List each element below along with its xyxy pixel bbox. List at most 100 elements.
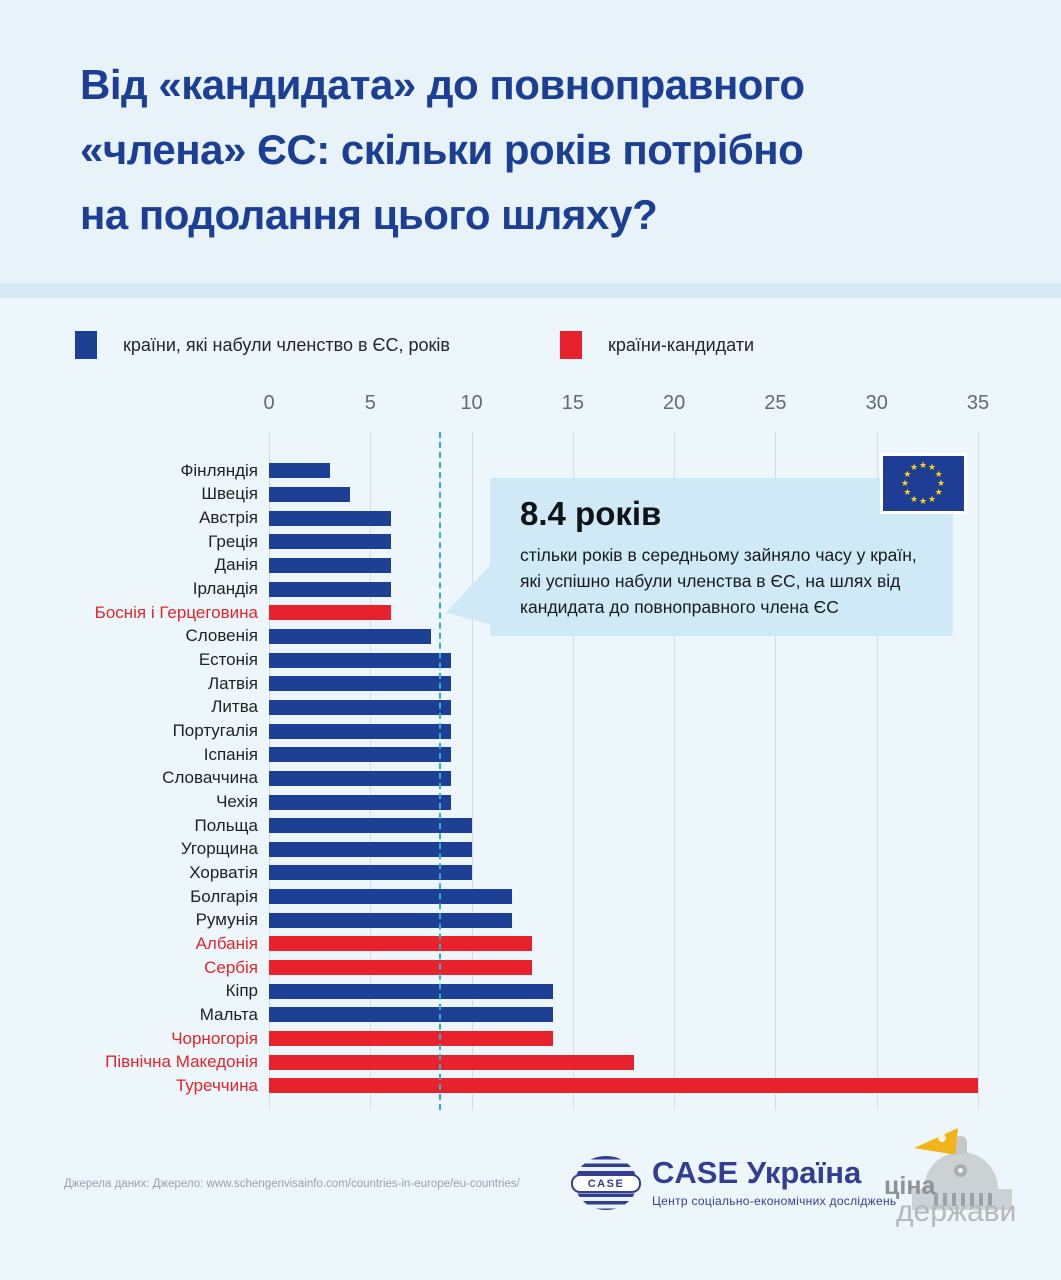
- bar-candidate: [269, 960, 533, 976]
- bar-track: [269, 483, 978, 507]
- bar-track: [269, 554, 978, 578]
- bar-row: Данія: [60, 554, 978, 578]
- country-label: Словенія: [185, 626, 258, 646]
- case-badge: CASE: [571, 1174, 641, 1193]
- bar-track: [269, 1003, 978, 1027]
- parliament-cupola-icon: [954, 1136, 967, 1154]
- legend-swatch-members: [75, 331, 97, 359]
- country-label: Словаччина: [162, 768, 258, 788]
- price-logo-word2: держави: [896, 1195, 1017, 1228]
- bar-row: Угорщина: [60, 838, 978, 862]
- bar-row: Швеція: [60, 483, 978, 507]
- bar-track: [269, 625, 978, 649]
- bar-row: Польща: [60, 814, 978, 838]
- bar-member: [269, 889, 513, 905]
- bar-member: [269, 818, 472, 834]
- bar-track: [269, 672, 978, 696]
- bar-row: Естонія: [60, 648, 978, 672]
- bar-row: Ірландія: [60, 577, 978, 601]
- country-label: Швеція: [201, 484, 258, 504]
- bar-row: Словаччина: [60, 767, 978, 791]
- country-label: Румунія: [195, 910, 258, 930]
- eu-star-icon: ★: [919, 496, 928, 506]
- country-label: Чорногорія: [171, 1028, 258, 1048]
- bar-candidate: [269, 1031, 553, 1047]
- eu-star-icon: ★: [928, 462, 937, 473]
- page-title: Від «кандидата» до повноправного «члена»…: [80, 52, 805, 247]
- bar-member: [269, 723, 452, 739]
- bar-row: Мальта: [60, 1003, 978, 1027]
- page-title-line-1: Від «кандидата» до повноправного: [80, 61, 805, 108]
- eu-flag-stars: ★ ★ ★ ★ ★ ★ ★ ★ ★ ★ ★ ★: [883, 456, 964, 511]
- country-label: Португалія: [172, 721, 258, 741]
- bar-track: [269, 790, 978, 814]
- eu-star-icon: ★: [934, 469, 943, 479]
- country-label: Хорватія: [189, 862, 258, 882]
- x-axis-tick-label: 10: [460, 392, 483, 414]
- bar-member: [269, 557, 391, 573]
- bar-row: Чехія: [60, 790, 978, 814]
- bar-row: Іспанія: [60, 743, 978, 767]
- bar-track: [269, 956, 978, 980]
- bar-track: [269, 1027, 978, 1051]
- bar-row: Північна Македонія: [60, 1050, 978, 1074]
- bar-candidate: [269, 1078, 978, 1094]
- eu-star-icon: ★: [934, 487, 943, 497]
- page-title-line-3: на подолання цього шляху?: [80, 191, 658, 238]
- country-label: Чехія: [216, 792, 258, 812]
- eu-star-icon: ★: [928, 493, 937, 504]
- bar-member: [269, 510, 391, 526]
- bar-track: [269, 885, 978, 909]
- bar-track: [269, 1050, 978, 1074]
- average-line: [439, 432, 442, 1110]
- bar-row: Фінляндія: [60, 459, 978, 483]
- bar-member: [269, 463, 330, 479]
- bar-member: [269, 865, 472, 881]
- callout-body: стільки років в середньому зайняло часу …: [520, 545, 917, 617]
- bar-track: [269, 767, 978, 791]
- x-axis-tick-label: 20: [663, 392, 686, 414]
- case-logo-text: CASE Україна Центр соціально-економічних…: [652, 1156, 896, 1209]
- bar-track: [269, 979, 978, 1003]
- bar-row: Чорногорія: [60, 1027, 978, 1051]
- country-label: Туреччина: [175, 1075, 258, 1095]
- country-label: Кіпр: [225, 981, 258, 1001]
- country-label: Фінляндія: [180, 460, 258, 480]
- country-label: Литва: [211, 697, 258, 717]
- bar-track: [269, 719, 978, 743]
- bar-member: [269, 581, 391, 597]
- bar-track: [269, 577, 978, 601]
- source-text: Джерела даних: Джерело: www.schengenvisa…: [64, 1178, 520, 1190]
- divider-band: [0, 283, 1061, 298]
- bar-row: Боснія і Герцеговина: [60, 601, 978, 625]
- bar-row: Словенія: [60, 625, 978, 649]
- country-label: Австрія: [199, 508, 258, 528]
- eu-star-icon: ★: [901, 478, 910, 488]
- price-of-state-logo: ціна держави: [884, 1124, 1019, 1236]
- country-label: Іспанія: [203, 744, 258, 764]
- country-label: Естонія: [198, 650, 258, 670]
- eu-star-icon: ★: [919, 460, 928, 470]
- eu-star-icon: ★: [910, 462, 919, 473]
- bar-row: Албанія: [60, 932, 978, 956]
- bar-track: [269, 838, 978, 862]
- bar-row: Греція: [60, 530, 978, 554]
- bar-candidate: [269, 605, 391, 621]
- country-label: Албанія: [195, 933, 258, 953]
- country-label: Латвія: [207, 673, 258, 693]
- header-background: [0, 0, 1061, 283]
- bar-track: [269, 696, 978, 720]
- gridline: [674, 432, 676, 1110]
- gridline: [471, 432, 473, 1110]
- bar-track: [269, 530, 978, 554]
- bar-member: [269, 983, 553, 999]
- eu-flag-icon: ★ ★ ★ ★ ★ ★ ★ ★ ★ ★ ★ ★: [880, 453, 967, 514]
- callout-title: 8.4 років: [520, 495, 662, 532]
- x-axis-tick-label: 35: [966, 392, 990, 414]
- bar-member: [269, 534, 391, 550]
- x-axis-labels: 0 5 10 15 20 25 30 35: [263, 392, 989, 418]
- bar-track: [269, 648, 978, 672]
- bar-candidate: [269, 1054, 634, 1070]
- bar-row: Латвія: [60, 672, 978, 696]
